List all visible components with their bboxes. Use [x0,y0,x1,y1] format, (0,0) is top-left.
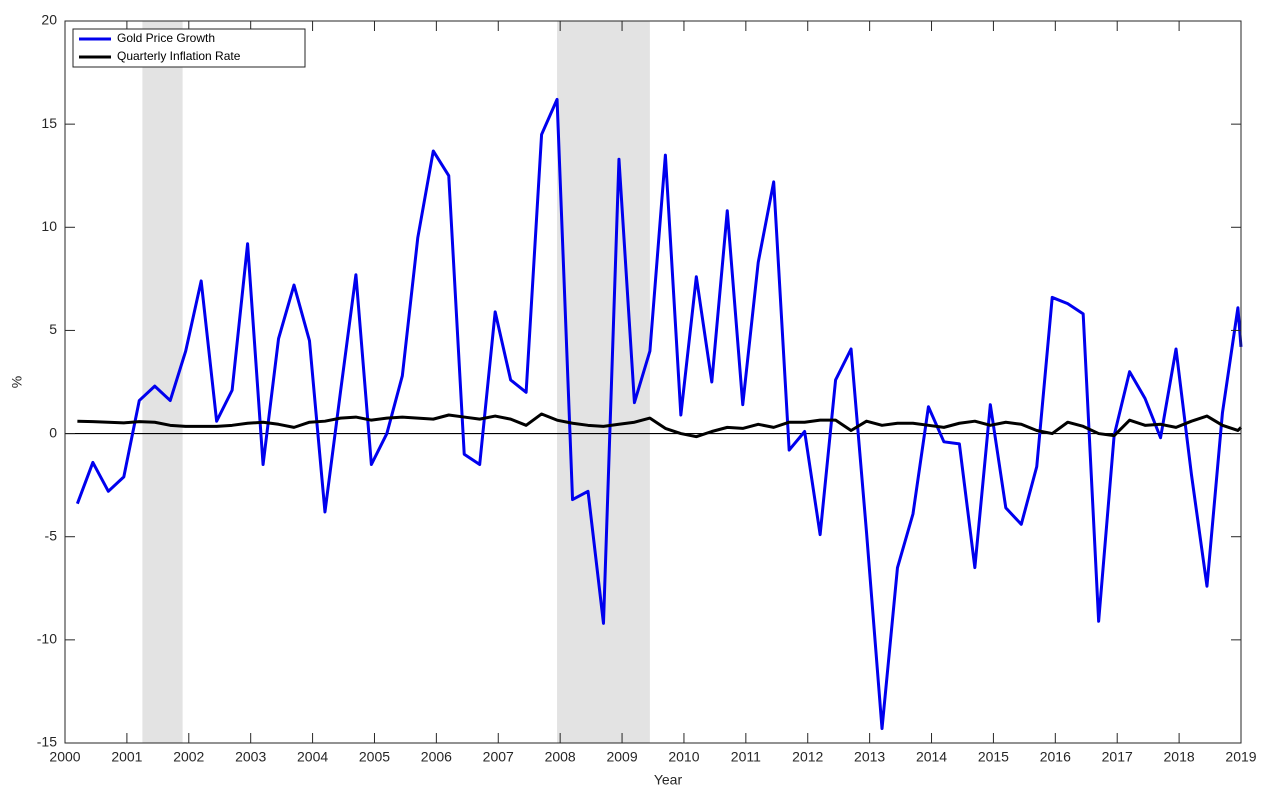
x-tick-label: 2004 [297,749,328,765]
x-tick-label: 2013 [854,749,885,765]
legend: Gold Price Growth Quarterly Inflation Rat… [72,28,306,68]
x-tick-label: 2009 [606,749,637,765]
series-line [77,412,1243,439]
y-tick-label: -5 [45,527,58,543]
y-tick-label: 15 [41,115,57,131]
x-tick-label: 2003 [235,749,266,765]
x-tick-label: 2016 [1040,749,1071,765]
x-tick-label: 2000 [49,749,80,765]
y-axis-label: % [9,376,25,388]
y-tick-label: 0 [49,424,57,440]
x-tick-label: 2002 [173,749,204,765]
x-tick-label: 2010 [668,749,699,765]
shaded-period [557,21,650,743]
legend-label: Gold Price Growth [117,31,215,45]
x-tick-label: 2018 [1164,749,1195,765]
x-tick-label: 2015 [978,749,1009,765]
series-line [75,97,1243,731]
y-tick-label: 20 [41,12,57,28]
x-tick-label: 2017 [1102,749,1133,765]
x-tick-label: 2008 [545,749,576,765]
legend-label: Quarterly Inflation Rate [117,49,241,63]
x-tick-label: 2006 [421,749,452,765]
plot-frame [64,20,1242,744]
y-tick-label: -15 [37,734,57,750]
x-tick-label: 2014 [916,749,947,765]
plot-area [65,21,1241,743]
x-tick-label: 2019 [1225,749,1256,765]
x-tick-label: 2012 [792,749,823,765]
x-tick-label: 2007 [483,749,514,765]
x-tick-label: 2011 [731,749,761,765]
x-tick-label: 2001 [111,749,142,765]
y-tick-label: 10 [41,218,57,234]
y-tick-label: -10 [37,631,57,647]
x-axis-label: Year [654,772,683,788]
legend-box [72,28,306,68]
y-tick-label: 5 [49,321,57,337]
x-tick-label: 2005 [359,749,390,765]
